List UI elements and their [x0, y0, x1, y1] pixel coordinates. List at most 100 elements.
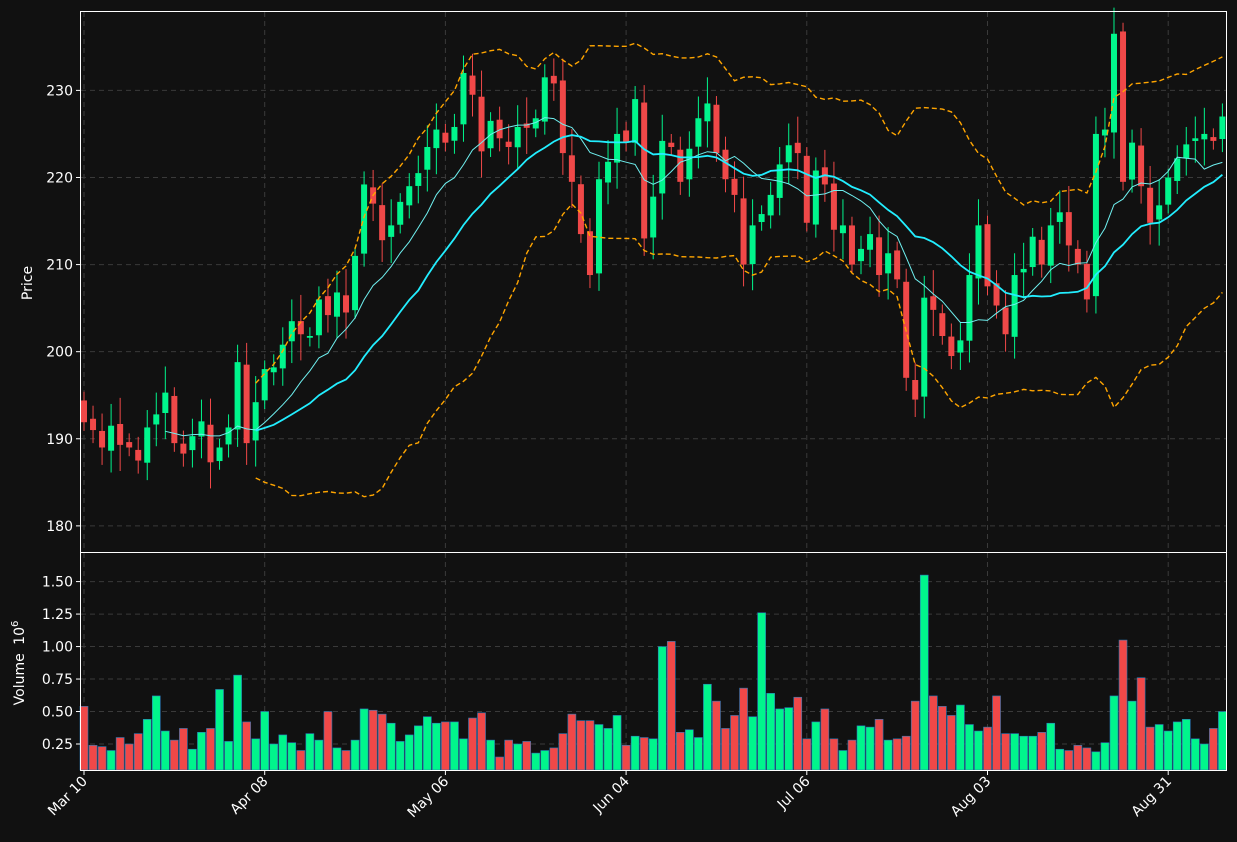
volume-bar [1154, 724, 1164, 771]
volume-bar [142, 719, 152, 771]
volume-bar [413, 725, 423, 771]
volume-bar [919, 574, 929, 771]
candle-body [279, 344, 286, 369]
volume-bar [992, 695, 1001, 771]
candle-body [975, 225, 982, 279]
candle-body [171, 395, 178, 444]
candle-body [595, 179, 602, 274]
volume-bar [603, 728, 613, 771]
candle-body [117, 423, 124, 445]
candle-body [1165, 177, 1172, 205]
candle-body [216, 447, 223, 462]
volume-bar [721, 728, 730, 771]
volume-bar [639, 737, 649, 771]
candle-body [731, 178, 738, 195]
volume-tick-label: 1.25 [42, 607, 73, 623]
volume-bar [865, 726, 875, 771]
candle-body [1147, 187, 1154, 223]
candle-body [198, 421, 205, 437]
candle-body [984, 224, 991, 287]
volume-bar [621, 745, 631, 771]
volume-bar [766, 693, 775, 771]
volume-tick-label: 0.25 [42, 737, 73, 753]
candle-body [623, 130, 630, 143]
candle-body [839, 225, 846, 234]
candle-body [1047, 225, 1054, 266]
candle-body [252, 402, 259, 441]
volume-bar [928, 695, 938, 771]
volume-bar [1064, 750, 1074, 771]
volume-bar [124, 743, 134, 771]
candle-body [749, 225, 756, 265]
volume-bar [1200, 743, 1209, 771]
volume-bar [215, 689, 224, 771]
volume-bar [874, 719, 884, 771]
volume-bar [522, 741, 532, 771]
volume-bar [1127, 700, 1137, 771]
candle-body [1183, 144, 1190, 159]
candle-body [930, 296, 937, 310]
candle-body [460, 72, 467, 125]
volume-bar [97, 746, 107, 771]
candle-body [1038, 239, 1045, 265]
volume-bar [829, 738, 839, 771]
candle-body [243, 364, 250, 444]
volume-bar [739, 687, 748, 771]
candle-body [785, 145, 792, 163]
candle-body [812, 170, 819, 225]
volume-bar [811, 721, 821, 771]
candle-body [99, 430, 106, 448]
price-axis: 180 190 200 210 220 230 [46, 83, 81, 535]
volume-bar [585, 720, 595, 771]
candle-body [993, 283, 1000, 306]
volume-bar [965, 724, 974, 771]
volume-bar [341, 750, 351, 771]
candle-body [830, 183, 837, 230]
indicator-lines [165, 42, 1223, 498]
volume-bar [278, 734, 288, 771]
volume-bar [305, 733, 315, 771]
candle-body [1210, 137, 1217, 141]
volume-axis-label-exponent-power: 6 [10, 621, 21, 627]
volume-bar [197, 732, 206, 771]
volume-bar [666, 641, 676, 771]
price-tick-label: 180 [46, 519, 73, 535]
volume-bar [910, 700, 920, 771]
volume-bar [468, 717, 477, 771]
candle-body [722, 149, 729, 180]
candle-body [605, 161, 612, 183]
volume-bar [657, 646, 667, 771]
volume-bar [712, 700, 721, 771]
candle-body [306, 336, 313, 338]
volume-tick-label: 1.50 [42, 575, 73, 591]
volume-bar [567, 713, 577, 771]
candle-body [207, 424, 214, 463]
candle-body [496, 119, 503, 139]
candle-body [957, 340, 964, 353]
volume-bar [233, 674, 242, 771]
candle-body [469, 75, 476, 95]
candle-body [921, 297, 928, 397]
volume-bar [115, 737, 125, 771]
volume-bar [856, 725, 866, 771]
volume-bar [486, 739, 495, 771]
volume-bar [1163, 730, 1173, 771]
volume-bar [1019, 735, 1028, 771]
candle-body [885, 253, 892, 274]
volume-bar [947, 715, 956, 771]
candle-body [858, 248, 865, 262]
volume-bar [775, 708, 784, 771]
volume-bar [1082, 747, 1092, 771]
candle-body [1120, 31, 1127, 182]
candle-body [614, 133, 621, 163]
candle-body [848, 225, 855, 265]
candle-body [876, 237, 883, 276]
candle-body [704, 103, 711, 122]
candle-body [225, 427, 232, 445]
candle-body [1065, 212, 1072, 246]
volume-bar [450, 721, 459, 771]
candle-body [288, 321, 295, 342]
candle-body [397, 201, 404, 225]
candle-body [81, 400, 87, 423]
volume-bar [332, 747, 342, 771]
